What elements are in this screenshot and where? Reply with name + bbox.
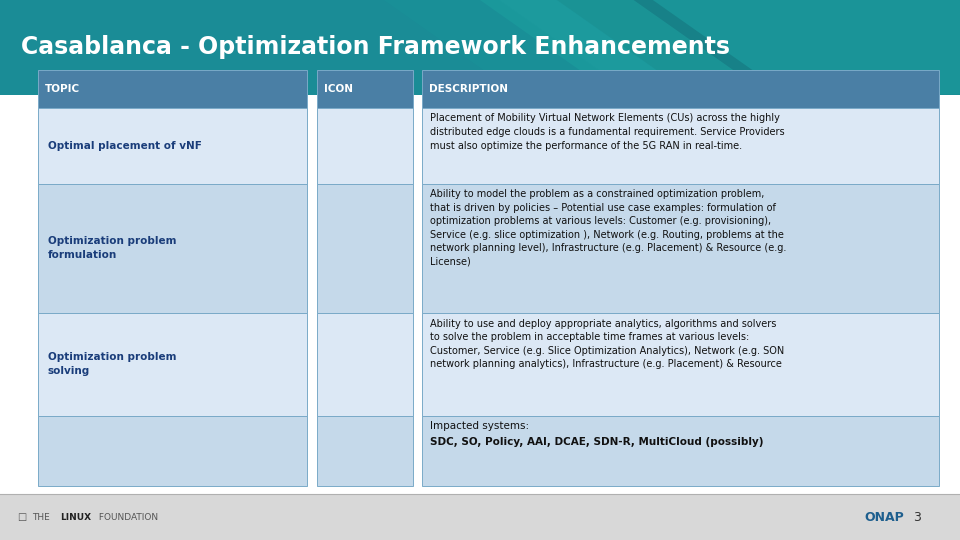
Bar bbox=[422, 313, 939, 416]
Text: ICON: ICON bbox=[324, 84, 352, 94]
Bar bbox=[38, 184, 307, 313]
Polygon shape bbox=[480, 0, 768, 94]
Text: Optimization problem
formulation: Optimization problem formulation bbox=[48, 237, 177, 260]
Text: Ability to model the problem as a constrained optimization problem,
that is driv: Ability to model the problem as a constr… bbox=[430, 189, 786, 267]
Bar bbox=[317, 313, 413, 416]
Text: ONAP: ONAP bbox=[864, 510, 903, 524]
Text: Optimal placement of vNF: Optimal placement of vNF bbox=[48, 141, 202, 151]
Text: LINUX: LINUX bbox=[60, 512, 91, 522]
Text: DESCRIPTION: DESCRIPTION bbox=[429, 84, 508, 94]
Bar bbox=[0, 494, 960, 540]
Text: TOPIC: TOPIC bbox=[45, 84, 81, 94]
Polygon shape bbox=[653, 0, 960, 94]
Text: Placement of Mobility Virtual Network Elements (CUs) across the highly
distribut: Placement of Mobility Virtual Network El… bbox=[430, 113, 784, 151]
Bar bbox=[317, 70, 413, 108]
Text: Optimization problem
solving: Optimization problem solving bbox=[48, 353, 177, 376]
Bar bbox=[38, 416, 307, 486]
Bar bbox=[0, 0, 960, 94]
Text: Casablanca - Optimization Framework Enhancements: Casablanca - Optimization Framework Enha… bbox=[21, 35, 731, 59]
Bar bbox=[38, 313, 307, 416]
Polygon shape bbox=[384, 0, 634, 94]
Bar bbox=[38, 70, 307, 108]
Bar bbox=[317, 416, 413, 486]
Bar bbox=[422, 184, 939, 313]
Text: 3: 3 bbox=[913, 510, 921, 524]
Bar bbox=[317, 108, 413, 184]
Text: SDC, SO, Policy, AAI, DCAE, SDN-R, MultiCloud (possibly): SDC, SO, Policy, AAI, DCAE, SDN-R, Multi… bbox=[430, 437, 763, 448]
Bar bbox=[422, 108, 939, 184]
Text: Ability to use and deploy appropriate analytics, algorithms and solvers
to solve: Ability to use and deploy appropriate an… bbox=[430, 319, 784, 369]
Text: THE: THE bbox=[32, 512, 52, 522]
Bar bbox=[422, 416, 939, 486]
Bar bbox=[38, 108, 307, 184]
Text: Impacted systems:: Impacted systems: bbox=[430, 421, 529, 431]
Polygon shape bbox=[557, 0, 960, 94]
Bar bbox=[317, 184, 413, 313]
Text: FOUNDATION: FOUNDATION bbox=[96, 512, 158, 522]
Text: □: □ bbox=[17, 512, 27, 522]
Bar bbox=[422, 70, 939, 108]
